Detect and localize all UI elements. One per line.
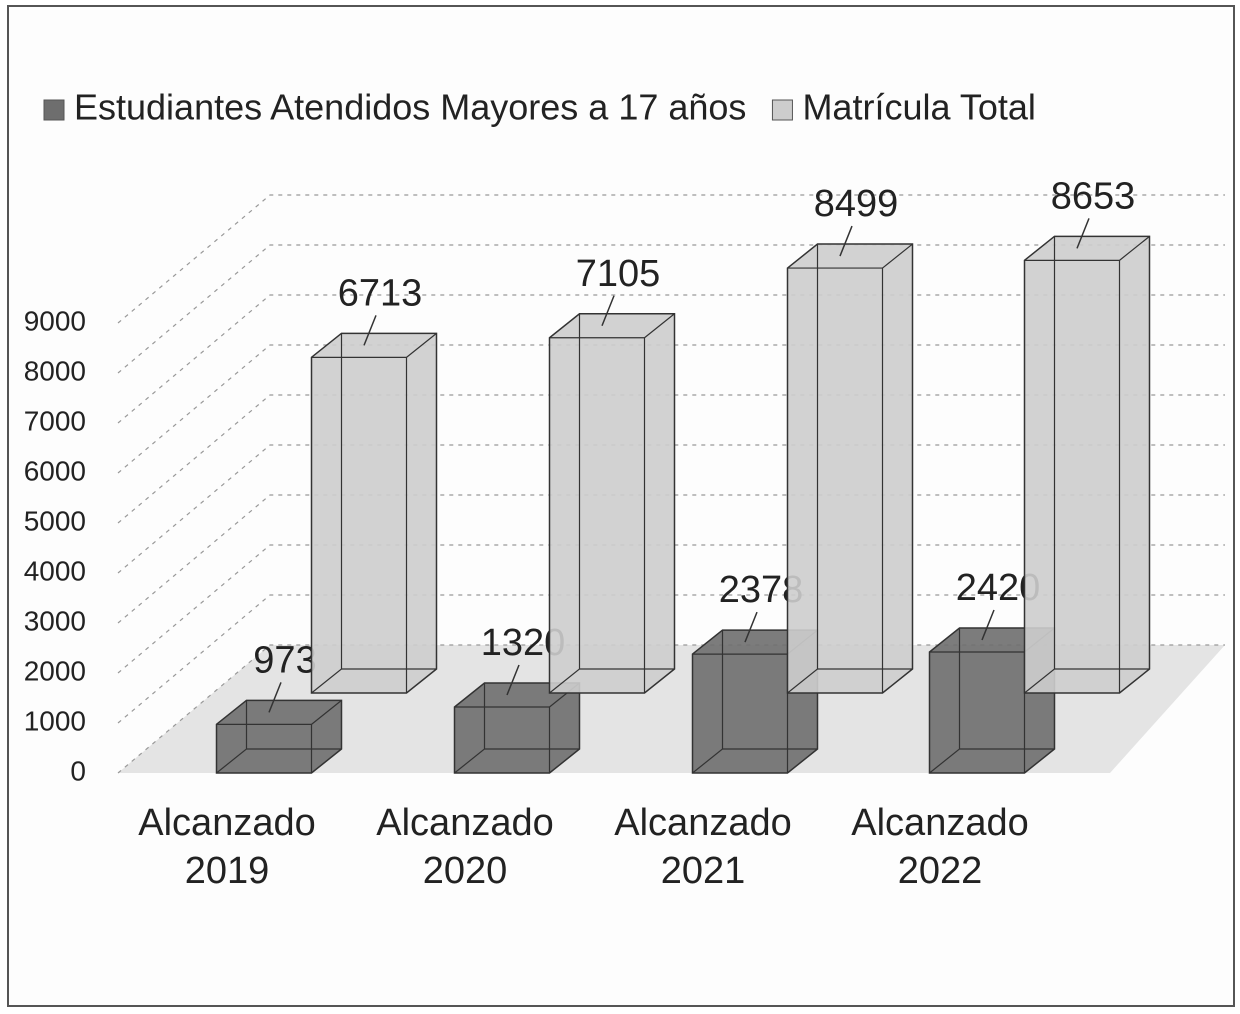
bar (310, 332, 438, 694)
bar (215, 699, 343, 774)
data-label: 7105 (576, 253, 661, 295)
label-leader (839, 225, 853, 257)
bar-edge (1024, 235, 1150, 694)
label-leader (601, 295, 615, 327)
grid-line (117, 494, 1225, 624)
data-label: 973 (253, 639, 316, 681)
grid-line (117, 244, 1225, 374)
bar-edge (311, 332, 437, 694)
y-tick-label: 9000 (24, 305, 86, 336)
data-label: 8499 (814, 183, 899, 225)
legend-label: Matrícula Total (802, 87, 1035, 128)
grid-line (117, 644, 1225, 774)
y-tick-label: 3000 (24, 605, 86, 636)
x-tick-label: Alcanzado 2022 (851, 802, 1028, 892)
grid-line (117, 394, 1225, 524)
y-tick-label: 4000 (24, 555, 86, 586)
y-tick-label: 1000 (24, 705, 86, 736)
bar-edge (787, 243, 913, 694)
y-tick-label: 0 (70, 755, 86, 786)
grid-line (117, 544, 1225, 674)
y-tick-label: 7000 (24, 405, 86, 436)
bar (1023, 235, 1151, 694)
bar (548, 313, 676, 694)
data-label: 8653 (1051, 175, 1136, 217)
label-leader (363, 315, 377, 346)
bar-edge (454, 682, 580, 774)
grid-line (117, 344, 1225, 474)
legend-swatch (771, 99, 793, 121)
label-leader (268, 682, 282, 713)
label-leader (1076, 218, 1090, 249)
label-leader (981, 609, 995, 641)
legend-swatch (43, 99, 65, 121)
grid-line (117, 294, 1225, 424)
x-tick-label: Alcanzado 2020 (376, 802, 553, 892)
bar (786, 243, 914, 694)
grid-line (117, 594, 1225, 724)
y-tick-label: 8000 (24, 355, 86, 386)
legend-label: Estudiantes Atendidos Mayores a 17 años (74, 87, 746, 128)
data-label: 6713 (338, 272, 423, 314)
y-tick-label: 2000 (24, 655, 86, 686)
label-leader (744, 611, 758, 643)
y-tick-label: 5000 (24, 505, 86, 536)
x-tick-label: Alcanzado 2019 (138, 802, 315, 892)
bar (453, 682, 581, 774)
grid-line (117, 444, 1225, 574)
bar-edge (216, 699, 342, 774)
x-tick-label: Alcanzado 2021 (614, 802, 791, 892)
label-leader (506, 664, 520, 696)
bar-edge (549, 313, 675, 694)
grid-line (117, 194, 1225, 324)
y-tick-label: 6000 (24, 455, 86, 486)
